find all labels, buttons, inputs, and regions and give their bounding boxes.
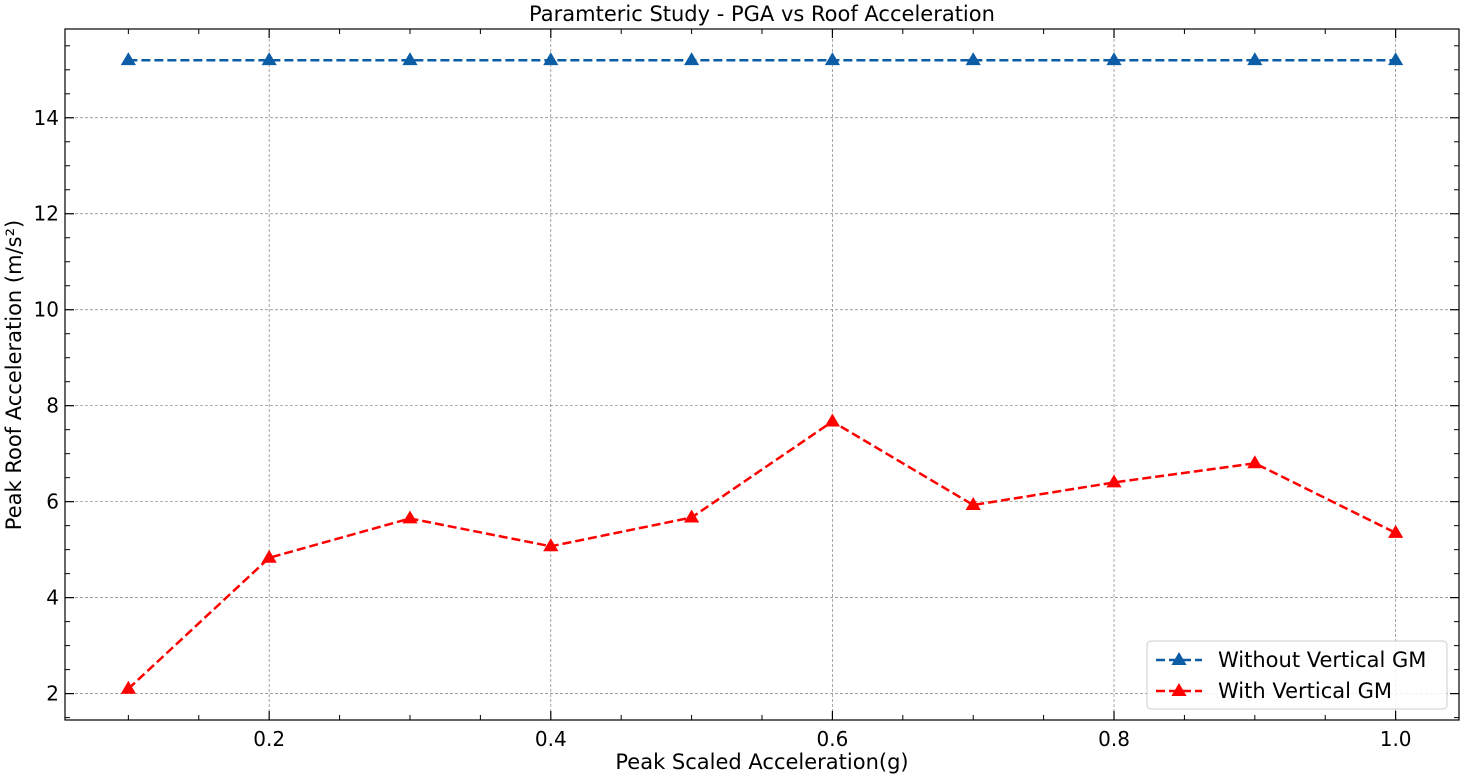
legend-label-2: With Vertical GM xyxy=(1218,679,1392,703)
y-tick-label: 4 xyxy=(46,586,59,610)
data-point-marker xyxy=(965,497,981,510)
data-point-marker xyxy=(1388,524,1404,538)
x-tick-label: 0.2 xyxy=(253,727,285,751)
data-point-marker xyxy=(543,538,559,552)
data-point-marker xyxy=(1106,474,1122,488)
series-group xyxy=(120,52,1404,694)
data-point-marker xyxy=(824,413,841,427)
data-point-marker xyxy=(1247,455,1263,469)
data-point-marker xyxy=(965,52,981,66)
data-point-marker xyxy=(543,52,559,66)
data-point-marker xyxy=(1388,52,1404,66)
x-tick-label: 0.6 xyxy=(816,727,848,751)
grid xyxy=(65,29,1459,720)
axis-ticks: 0.2 0.4 0.6 0.8 1.0 2 4 6 8 10 12 14 xyxy=(34,29,1459,751)
data-point-marker xyxy=(683,52,700,66)
y-tick-label: 14 xyxy=(34,106,59,130)
data-point-marker xyxy=(683,509,700,523)
data-point-marker xyxy=(120,52,136,66)
data-point-marker xyxy=(824,52,841,66)
y-tick-label: 2 xyxy=(46,682,59,706)
x-tick-label: 1.0 xyxy=(1380,727,1412,751)
data-point-marker xyxy=(261,52,277,66)
data-point-marker xyxy=(261,549,277,563)
x-tick-label: 0.4 xyxy=(535,727,567,751)
plot-border xyxy=(64,28,1460,721)
plot-frame xyxy=(64,28,1460,721)
y-tick-label: 6 xyxy=(46,490,59,514)
legend-label-1: Without Vertical GM xyxy=(1218,648,1426,672)
y-tick-label: 8 xyxy=(46,394,59,418)
x-axis-label: Peak Scaled Acceleration(g) xyxy=(615,750,908,774)
data-point-marker xyxy=(120,680,136,694)
series-line-2 xyxy=(127,420,1397,690)
legend-box xyxy=(1146,640,1448,710)
y-axis-label: Peak Roof Acceleration (m/s²) xyxy=(2,220,26,530)
data-point-marker xyxy=(1106,52,1122,66)
data-point-marker xyxy=(402,52,418,66)
y-tick-label: 10 xyxy=(34,298,59,322)
chart-title: Paramteric Study - PGA vs Roof Accelerat… xyxy=(529,2,995,26)
data-point-marker xyxy=(402,510,418,524)
data-point-marker xyxy=(1247,52,1263,66)
x-tick-label: 0.8 xyxy=(1098,727,1130,751)
y-tick-label: 12 xyxy=(34,202,59,226)
legend-marker-1 xyxy=(1171,652,1187,665)
legend-marker-2 xyxy=(1171,683,1187,696)
legend: Without Vertical GM With Vertical GM xyxy=(1146,640,1448,710)
